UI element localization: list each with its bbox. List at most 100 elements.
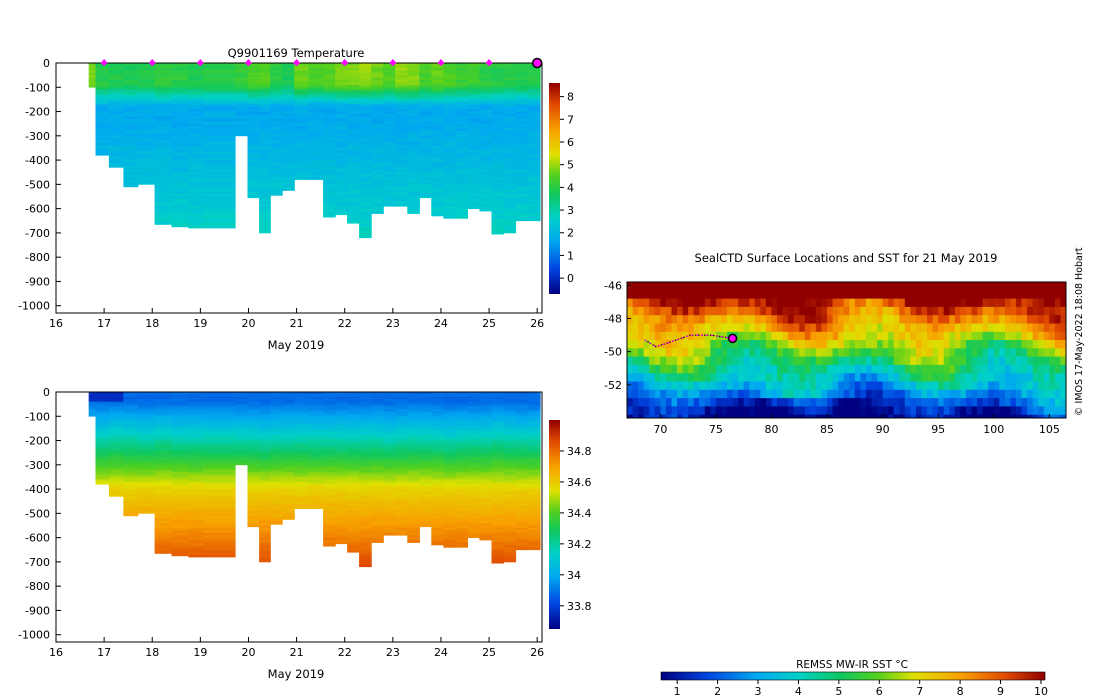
heat-cell — [371, 430, 384, 434]
heat-cell — [202, 493, 236, 497]
heat-cell — [503, 191, 517, 195]
heat-cell — [395, 484, 408, 487]
heat-cell — [323, 498, 336, 502]
heat-cell — [247, 467, 260, 470]
heat-cell — [202, 406, 236, 410]
heat-cell — [323, 450, 336, 454]
heat-cell — [383, 133, 396, 137]
heat-cell — [419, 97, 432, 100]
sst-cell — [765, 356, 773, 366]
heat-cell — [171, 418, 189, 422]
heat-cell — [431, 540, 444, 543]
heat-cell — [270, 428, 283, 432]
heat-cell — [503, 65, 517, 69]
heat-cell — [270, 515, 283, 519]
sst-cell — [643, 298, 650, 308]
sst-cell — [710, 340, 717, 349]
heat-cell — [359, 89, 372, 93]
x-tick-label: 18 — [145, 317, 159, 330]
heat-cell — [171, 486, 189, 490]
heat-cell — [270, 162, 283, 166]
sst-cell — [810, 356, 817, 366]
heat-cell — [323, 143, 336, 146]
heat-cell — [503, 72, 517, 76]
heat-cell — [335, 392, 348, 395]
sst-cell — [821, 282, 828, 291]
heat-cell — [419, 150, 432, 154]
heat-cell — [323, 160, 336, 163]
sst-cell — [727, 290, 734, 300]
sst-cell — [682, 398, 689, 407]
heat-cell — [539, 152, 541, 156]
heat-cell — [467, 186, 480, 190]
heat-cell — [503, 426, 517, 429]
heat-cell — [515, 118, 529, 122]
heat-cell — [491, 557, 505, 560]
sst-cell — [721, 282, 728, 291]
heat-cell — [123, 413, 139, 417]
heat-cell — [515, 150, 529, 154]
heat-cell — [455, 467, 468, 470]
heat-cell — [419, 447, 432, 451]
sst-cell — [743, 414, 750, 418]
heat-cell — [539, 404, 541, 407]
heat-cell — [503, 527, 517, 531]
heat-cell — [154, 167, 172, 171]
sst-cell — [743, 331, 750, 341]
sst-cell — [815, 373, 823, 383]
heat-cell — [455, 67, 468, 71]
heat-cell — [171, 394, 189, 398]
heat-cell — [443, 537, 456, 541]
heat-cell — [503, 547, 517, 551]
heat-cell — [515, 481, 529, 485]
heat-cell — [479, 123, 492, 127]
heat-cell — [467, 447, 480, 451]
heat-cell — [371, 65, 384, 69]
heat-cell — [407, 164, 420, 168]
heat-cell — [347, 457, 360, 461]
heat-cell — [335, 467, 348, 470]
sst-cell — [643, 381, 650, 391]
heat-cell — [503, 396, 517, 400]
heat-cell — [359, 87, 372, 91]
heat-cell — [154, 101, 172, 105]
heat-cell — [171, 194, 189, 197]
heat-cell — [323, 404, 336, 407]
heat-cell — [359, 143, 372, 146]
heat-cell — [335, 172, 348, 175]
heat-cell — [467, 135, 480, 139]
heat-cell — [259, 140, 271, 144]
heat-cell — [527, 89, 541, 93]
heat-cell — [467, 177, 480, 180]
heat-cell — [235, 111, 249, 115]
heat-cell — [308, 133, 324, 137]
heat-cell — [539, 114, 541, 117]
heat-cell — [467, 489, 480, 492]
heat-cell — [154, 194, 172, 197]
heat-cell — [467, 513, 480, 517]
heat-cell — [395, 501, 408, 504]
heat-cell — [467, 433, 480, 437]
heat-cell — [455, 172, 468, 175]
heat-cell — [491, 396, 505, 400]
heat-cell — [395, 450, 408, 454]
sst-cell — [815, 290, 823, 300]
heat-cell — [491, 208, 505, 212]
heat-cell — [431, 450, 444, 454]
heat-cell — [171, 201, 189, 205]
heat-cell — [431, 213, 444, 217]
heat-cell — [443, 416, 456, 420]
heat-cell — [383, 72, 396, 76]
heat-cell — [347, 131, 360, 134]
sst-cell — [627, 414, 634, 418]
sst-cell — [693, 398, 700, 407]
heat-cell — [371, 481, 384, 485]
heat-cell — [443, 106, 456, 110]
heat-cell — [527, 145, 541, 149]
heat-cell — [431, 421, 444, 424]
heat-cell — [359, 230, 372, 234]
heat-cell — [247, 462, 260, 466]
heat-cell — [247, 409, 260, 412]
heat-cell — [419, 104, 432, 108]
sst-cell — [727, 348, 734, 358]
